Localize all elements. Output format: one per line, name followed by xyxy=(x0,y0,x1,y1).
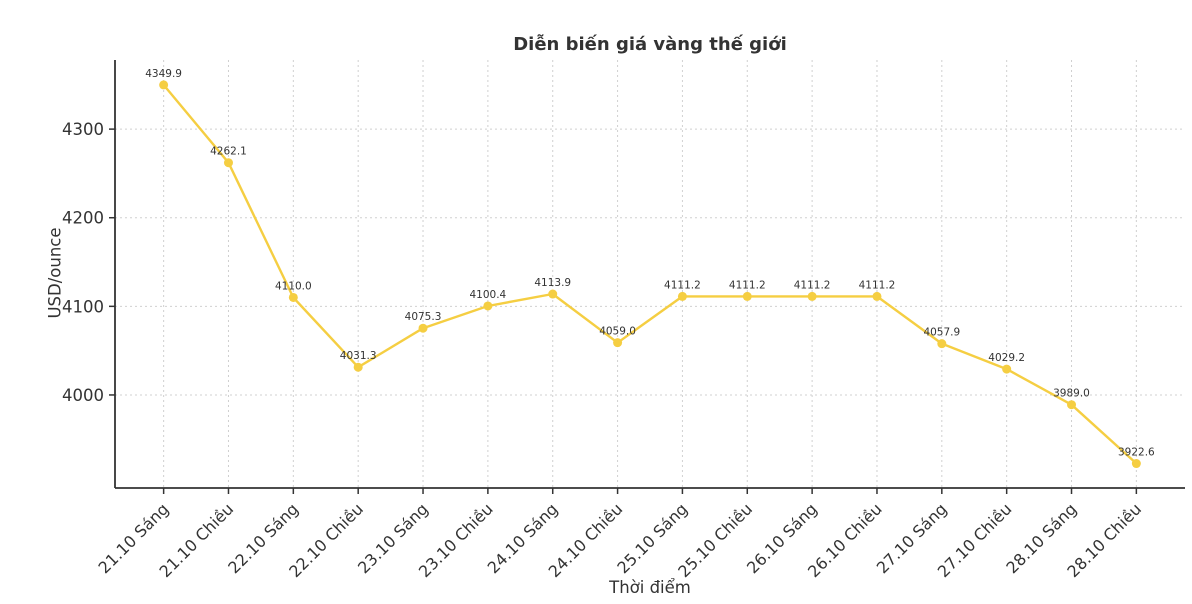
data-point-marker xyxy=(872,291,882,301)
data-point-label: 3989.0 xyxy=(1053,388,1090,400)
price-line xyxy=(162,83,1138,465)
data-point-marker xyxy=(353,362,363,372)
data-point-label: 4111.2 xyxy=(729,279,766,291)
data-point-marker xyxy=(159,80,169,90)
data-point-label: 4113.9 xyxy=(534,277,571,289)
data-point-marker xyxy=(1002,364,1012,374)
data-point-marker xyxy=(483,301,493,311)
data-point-marker xyxy=(677,291,687,301)
data-point-marker xyxy=(548,289,558,299)
data-point-label: 4059.0 xyxy=(599,326,636,338)
y-tick-label: 4000 xyxy=(62,386,104,405)
data-point-label: 4031.3 xyxy=(340,350,377,362)
data-point-marker xyxy=(1067,400,1077,410)
chart-title: Diễn biến giá vàng thế giới xyxy=(513,34,787,55)
data-point-label: 4100.4 xyxy=(470,289,507,301)
data-point-marker xyxy=(1131,459,1141,469)
data-point-label: 4349.9 xyxy=(145,68,182,80)
y-tick-label: 4300 xyxy=(62,120,104,139)
data-point-marker xyxy=(937,339,947,349)
data-point-marker xyxy=(288,292,298,302)
data-point-marker xyxy=(742,291,752,301)
y-tick-label: 4100 xyxy=(62,297,104,316)
data-point-marker xyxy=(613,338,623,348)
data-point-label: 4111.2 xyxy=(664,279,701,291)
data-point-label: 4075.3 xyxy=(405,311,442,323)
data-point-label: 4029.2 xyxy=(988,352,1025,364)
data-point-label: 3922.6 xyxy=(1118,447,1155,459)
data-point-marker xyxy=(223,158,233,168)
x-axis-label: Thời điểm xyxy=(609,578,691,597)
y-tick-label: 4200 xyxy=(62,209,104,228)
data-point-label: 4111.2 xyxy=(859,279,896,291)
data-point-label: 4110.0 xyxy=(275,280,312,292)
data-point-marker xyxy=(807,291,817,301)
data-point-marker xyxy=(418,323,428,333)
data-point-label: 4057.9 xyxy=(923,327,960,339)
data-point-label: 4111.2 xyxy=(794,279,831,291)
data-point-label: 4262.1 xyxy=(210,146,247,158)
